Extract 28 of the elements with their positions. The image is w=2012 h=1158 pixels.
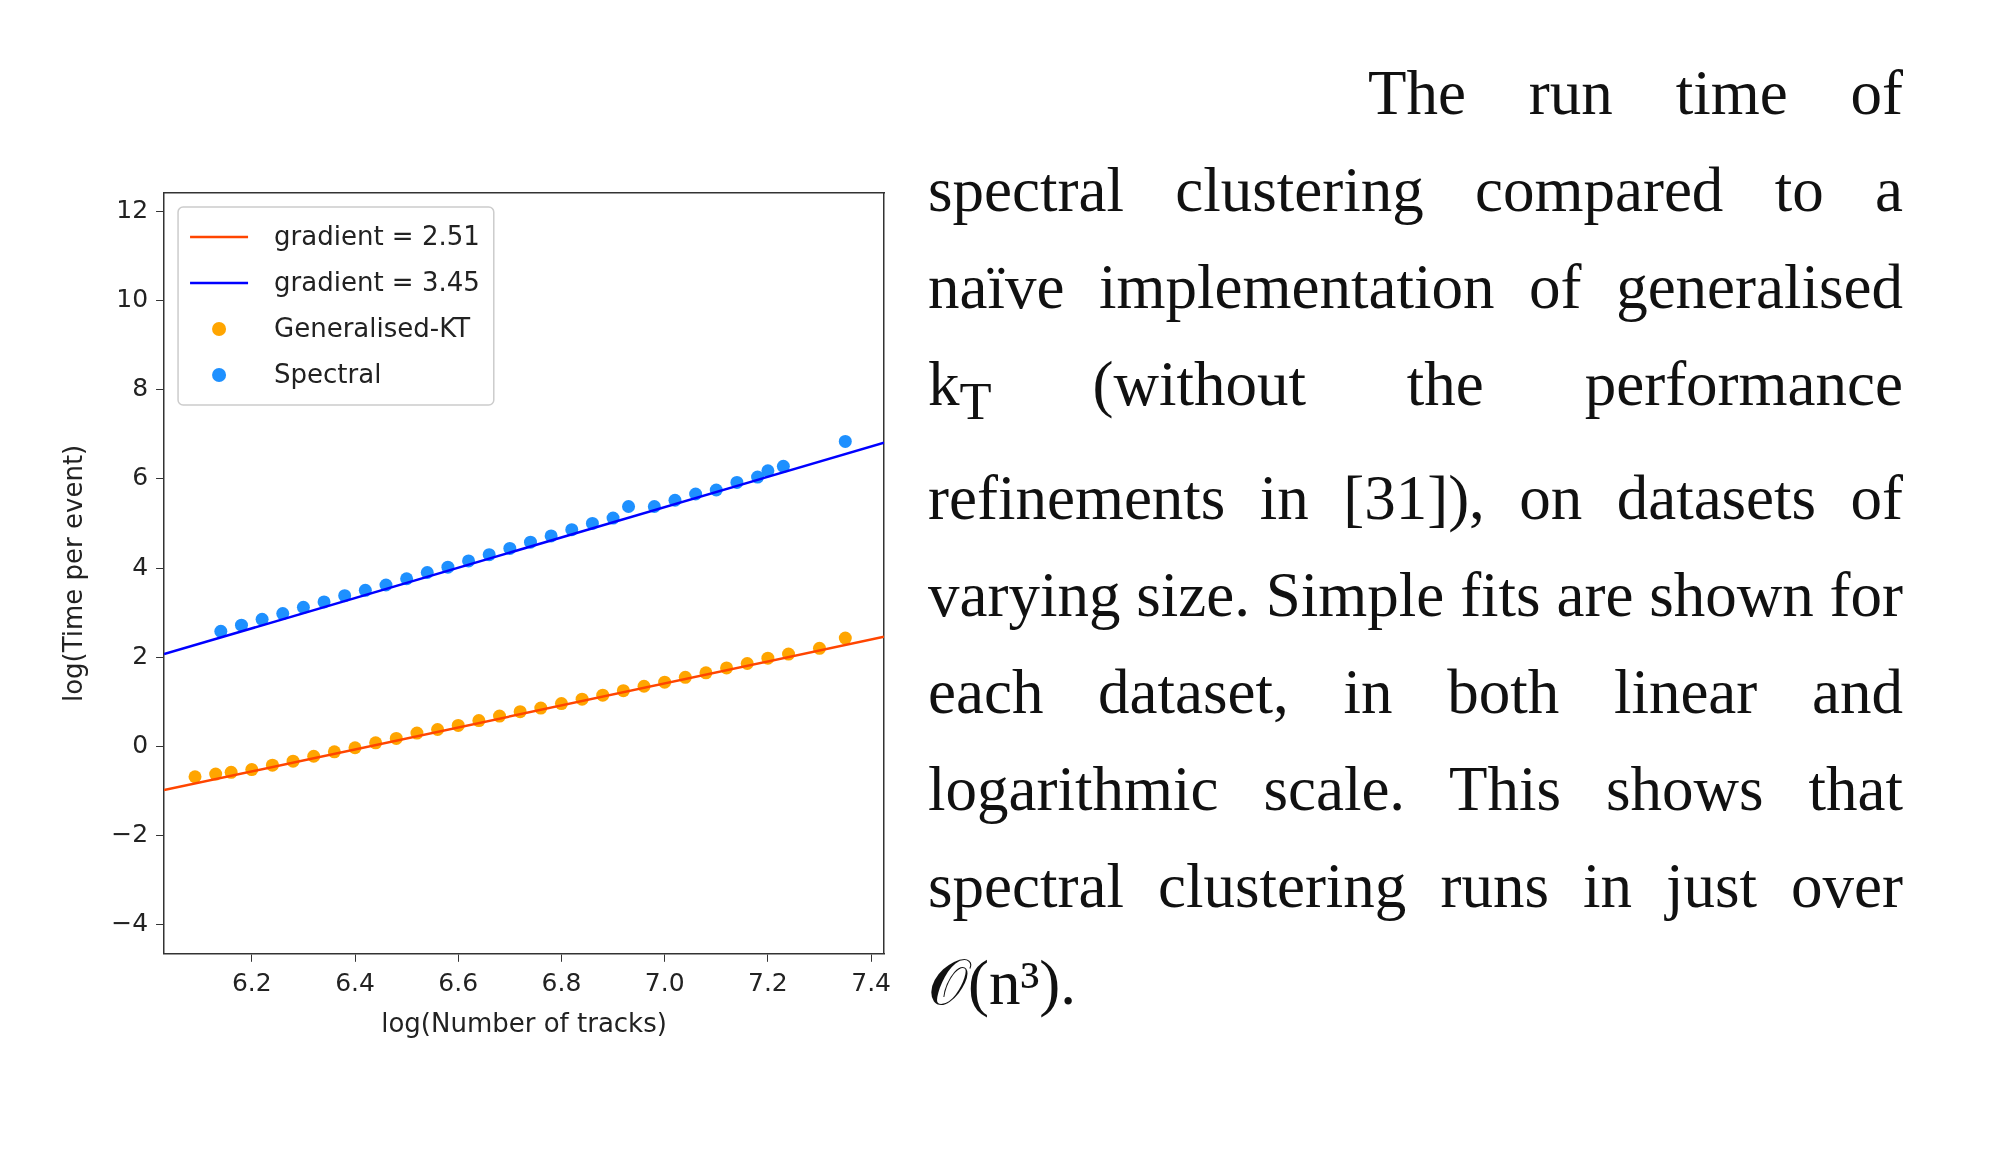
x-axis-title: log(Number of tracks)	[381, 1008, 667, 1039]
legend-label: Generalised-KT	[274, 312, 471, 343]
point	[214, 624, 228, 638]
point	[838, 631, 852, 645]
legend-label: gradient = 2.51	[274, 220, 480, 251]
y-tick-label: 0	[132, 729, 149, 759]
point	[188, 770, 202, 784]
y-tick-label: −2	[111, 819, 149, 849]
y-tick-label: 12	[116, 194, 149, 224]
x-tick-label: 6.6	[438, 968, 479, 998]
x-tick-label: 7.0	[644, 968, 685, 998]
y-tick-label: 6	[132, 462, 149, 492]
y-tick-label: 4	[132, 551, 149, 581]
legend-label: gradient = 3.45	[274, 266, 480, 297]
y-tick-label: 8	[132, 373, 149, 403]
y-tick-label: 10	[116, 283, 149, 313]
text: The run time of spectral clustering compared to a naïve implementation of generalised k$_{T}$ (without the performance refinements in [31]), on datasets of varying size. Simple fits are shown for each dataset, in both linear and logarithmic scale. This shows that spectral clustering runs in just over 𝒪(n³).	[928, 58, 1903, 1018]
x-tick-label: 7.2	[748, 968, 788, 998]
point	[838, 434, 852, 448]
x-tick-label: 6.4	[335, 968, 375, 998]
y-tick-label: 2	[132, 640, 149, 670]
x-tick-label: 7.4	[851, 968, 891, 998]
point	[622, 500, 636, 514]
x-tick-label: 6.8	[541, 968, 582, 998]
y-axis-title: log(Time per event)	[58, 444, 89, 703]
legend-label: Spectral	[274, 358, 382, 389]
y-tick-label: −4	[111, 908, 149, 938]
x-tick-label: 6.2	[231, 968, 272, 998]
